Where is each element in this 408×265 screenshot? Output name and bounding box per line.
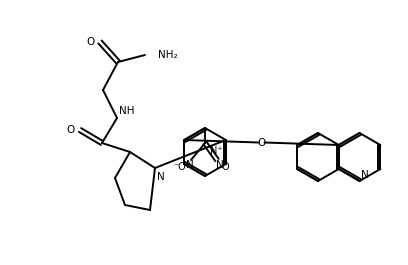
Text: ⁻O: ⁻O <box>173 162 186 172</box>
Text: N: N <box>216 160 224 170</box>
Text: O: O <box>221 162 228 172</box>
Text: N: N <box>157 172 165 182</box>
Text: N: N <box>186 160 194 170</box>
Text: N: N <box>361 170 368 180</box>
Text: N⁺: N⁺ <box>210 146 223 156</box>
Text: O: O <box>87 37 95 47</box>
Text: O: O <box>257 138 266 148</box>
Text: O: O <box>67 125 75 135</box>
Text: NH₂: NH₂ <box>158 50 177 60</box>
Text: NH: NH <box>119 106 135 116</box>
